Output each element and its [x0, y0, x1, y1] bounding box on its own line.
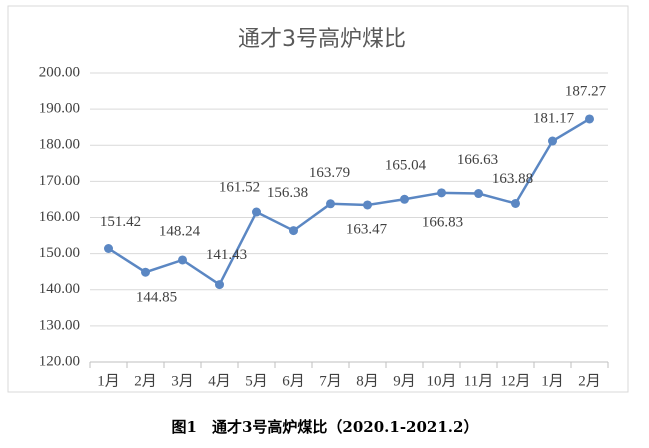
y-tick-label: 120.00	[39, 353, 80, 369]
data-label: 163.79	[309, 165, 350, 181]
data-label: 163.88	[492, 171, 533, 187]
data-point	[585, 114, 594, 124]
y-tick-label: 170.00	[39, 173, 80, 189]
y-tick-label: 160.00	[39, 209, 80, 225]
caption: 图1 通才3号高炉煤比（2020.1-2021.2）	[172, 418, 479, 436]
data-point	[289, 226, 298, 236]
data-line	[107, 117, 591, 287]
x-tick-label: 2月	[134, 373, 157, 389]
data-point	[511, 198, 520, 208]
data-label: 156.38	[267, 185, 308, 201]
data-label: 161.52	[219, 179, 260, 195]
data-label: 166.63	[457, 152, 498, 168]
y-tick-label: 190.00	[39, 101, 80, 117]
data-label: 187.27	[565, 83, 607, 99]
data-label: 151.42	[100, 214, 141, 230]
data-point	[400, 194, 409, 204]
chart-frame	[7, 5, 629, 393]
x-tick-label: 2月	[578, 373, 601, 389]
x-tick-label: 1月	[97, 373, 120, 389]
x-tick-label: 4月	[208, 373, 231, 389]
x-tick-label: 6月	[282, 373, 305, 389]
data-point	[178, 255, 187, 265]
chart-title: 通才3号高炉煤比	[238, 27, 406, 52]
data-label: 144.85	[136, 290, 177, 306]
data-point	[104, 243, 113, 253]
y-tick-label: 180.00	[39, 137, 80, 153]
x-tick-label: 8月	[356, 373, 379, 389]
x-tick-label: 11月	[464, 373, 493, 389]
x-tick-label: 9月	[393, 373, 416, 389]
x-tick-label: 3月	[171, 373, 194, 389]
data-label: 141.43	[206, 247, 247, 263]
x-tick-label: 5月	[245, 373, 268, 389]
data-label: 165.04	[385, 158, 427, 174]
data-point	[474, 189, 483, 199]
data-label: 163.47	[346, 221, 388, 237]
data-point	[437, 188, 446, 198]
data-point	[326, 199, 335, 209]
y-tick-label: 150.00	[39, 245, 80, 261]
data-label: 148.24	[159, 223, 201, 239]
data-point	[363, 200, 372, 210]
data-point	[141, 267, 150, 277]
data-label: 166.83	[422, 214, 463, 230]
data-point	[548, 136, 557, 146]
y-tick-label: 130.00	[39, 317, 80, 333]
x-tick-label: 7月	[319, 373, 342, 389]
x-tick-label: 10月	[426, 373, 456, 389]
x-tick-label: 1月	[541, 373, 564, 389]
y-tick-label: 140.00	[39, 281, 80, 297]
data-point	[215, 280, 224, 290]
data-label: 181.17	[533, 110, 575, 126]
data-point	[252, 207, 261, 217]
x-tick-label: 12月	[500, 373, 530, 389]
y-tick-label: 200.00	[39, 64, 80, 80]
